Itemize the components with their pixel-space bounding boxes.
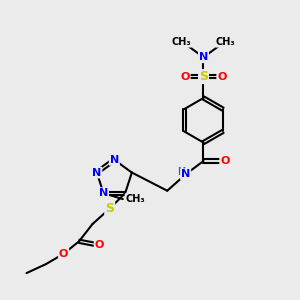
- Text: CH₃: CH₃: [125, 194, 145, 204]
- Text: O: O: [94, 240, 104, 250]
- Text: N: N: [110, 155, 119, 165]
- Text: N: N: [199, 52, 208, 62]
- Text: O: O: [59, 249, 68, 259]
- Text: S: S: [105, 202, 114, 215]
- Text: H: H: [177, 167, 185, 177]
- Text: N: N: [181, 169, 190, 179]
- Text: CH₃: CH₃: [171, 37, 191, 47]
- Text: O: O: [180, 72, 190, 82]
- Text: CH₃: CH₃: [216, 37, 236, 47]
- Text: N: N: [92, 167, 101, 178]
- Text: O: O: [217, 72, 226, 82]
- Text: S: S: [199, 70, 208, 83]
- Text: N: N: [99, 188, 108, 198]
- Text: O: O: [220, 156, 230, 166]
